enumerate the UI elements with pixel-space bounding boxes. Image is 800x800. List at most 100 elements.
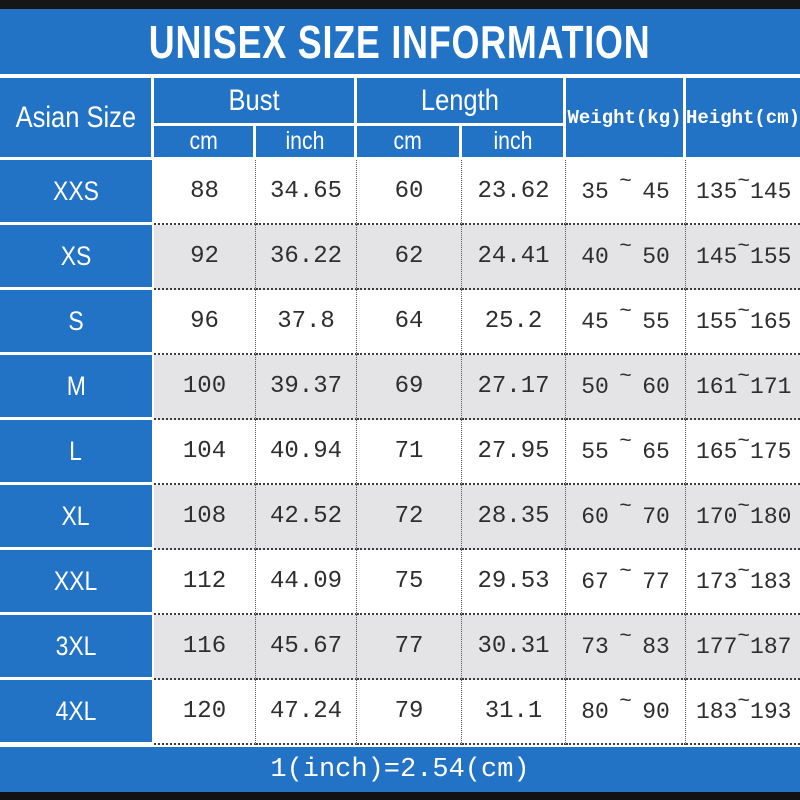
size-label: 3XL — [55, 630, 97, 661]
row-size-cell: 3XL — [0, 615, 154, 680]
size-table: Asian Size Bust Length Weight(kg) Height… — [0, 78, 800, 745]
height-range-cell: 173 ~183 — [686, 550, 800, 615]
length-inch-label: inch — [493, 127, 532, 155]
weight-range-cell: 35 ~45 — [566, 160, 686, 225]
row-size-cell: XXL — [0, 550, 154, 615]
range-min: 55 — [581, 438, 609, 465]
range-max: 165 — [750, 308, 792, 335]
row-size-cell: 4XL — [0, 680, 154, 745]
length-inch-cell: 30.31 — [462, 615, 566, 680]
bust-inch-cell: 45.67 — [256, 615, 357, 680]
bust-cm-cell: 120 — [154, 680, 256, 745]
length-cm-cell: 62 — [357, 225, 462, 290]
subheader-length-inch: inch — [462, 126, 566, 160]
size-label: XXL — [54, 565, 98, 596]
range-min: 67 — [581, 568, 609, 595]
length-cm-label: cm — [393, 127, 423, 155]
header-cell-length: Length — [357, 78, 566, 126]
length-cm-cell: 79 — [357, 680, 462, 745]
tilde-separator: ~ — [737, 496, 751, 519]
height-range-cell: 135 ~145 — [686, 160, 800, 225]
range-max: 180 — [750, 503, 792, 530]
length-cm-cell: 72 — [357, 485, 462, 550]
asian-size-label: Asian Size — [15, 100, 136, 134]
tilde-separator: ~ — [737, 171, 751, 194]
weight-range-cell: 60 ~70 — [566, 485, 686, 550]
bust-inch-label: inch — [285, 127, 325, 155]
row-size-cell: XXS — [0, 160, 154, 225]
range-min: 73 — [581, 633, 609, 660]
length-inch-cell: 23.62 — [462, 160, 566, 225]
row-size-cell: L — [0, 420, 154, 485]
range-max: 175 — [750, 438, 792, 465]
weight-range-cell: 80 ~90 — [566, 680, 686, 745]
range-min: 183 — [696, 698, 738, 725]
row-size-cell: M — [0, 355, 154, 420]
tilde-separator: ~ — [619, 496, 632, 519]
range-min: 60 — [581, 503, 609, 530]
subheader-bust-inch: inch — [256, 126, 357, 160]
bust-cm-cell: 88 — [154, 160, 256, 225]
length-inch-cell: 27.17 — [462, 355, 566, 420]
page-title: UNISEX SIZE INFORMATION — [149, 15, 651, 68]
range-min: 40 — [581, 243, 609, 270]
tilde-separator: ~ — [737, 691, 751, 714]
tilde-separator: ~ — [619, 366, 632, 389]
height-label: Height(cm) — [685, 106, 800, 129]
header-cell-asian-size: Asian Size — [0, 78, 154, 160]
bust-cm-label: cm — [189, 127, 218, 155]
range-min: 50 — [581, 373, 609, 400]
header-cell-weight: Weight(kg) — [566, 78, 686, 160]
range-min: 80 — [581, 698, 609, 725]
range-min: 170 — [696, 503, 738, 530]
range-max: 145 — [750, 178, 792, 205]
tilde-separator: ~ — [737, 561, 751, 584]
weight-range-cell: 45 ~55 — [566, 290, 686, 355]
length-label: Length — [420, 83, 499, 117]
range-max: 55 — [642, 308, 670, 335]
tilde-separator: ~ — [619, 561, 632, 584]
range-min: 173 — [696, 568, 738, 595]
range-max: 70 — [642, 503, 670, 530]
length-inch-cell: 27.95 — [462, 420, 566, 485]
tilde-separator: ~ — [619, 171, 632, 194]
tilde-separator: ~ — [737, 301, 751, 324]
bust-inch-cell: 42.52 — [256, 485, 357, 550]
tilde-separator: ~ — [737, 236, 751, 259]
height-range-cell: 145 ~155 — [686, 225, 800, 290]
tilde-separator: ~ — [737, 626, 751, 649]
height-range-cell: 177 ~187 — [686, 615, 800, 680]
bust-cm-cell: 100 — [154, 355, 256, 420]
title-divider — [0, 74, 800, 78]
size-label: XS — [60, 240, 92, 271]
subheader-bust-cm: cm — [154, 126, 256, 160]
length-cm-cell: 75 — [357, 550, 462, 615]
range-min: 161 — [696, 373, 738, 400]
length-inch-cell: 29.53 — [462, 550, 566, 615]
weight-range-cell: 40 ~50 — [566, 225, 686, 290]
bust-inch-cell: 37.8 — [256, 290, 357, 355]
size-label: XXS — [53, 175, 99, 206]
tilde-separator: ~ — [737, 366, 751, 389]
bust-cm-cell: 92 — [154, 225, 256, 290]
length-cm-cell: 77 — [357, 615, 462, 680]
size-label: M — [66, 370, 86, 401]
subheader-length-cm: cm — [357, 126, 462, 160]
length-cm-cell: 69 — [357, 355, 462, 420]
header-cell-bust: Bust — [154, 78, 357, 126]
range-min: 145 — [696, 243, 738, 270]
range-max: 155 — [750, 243, 792, 270]
range-min: 165 — [696, 438, 738, 465]
size-label: 4XL — [55, 695, 97, 726]
size-label: XL — [61, 500, 91, 531]
weight-range-cell: 50 ~60 — [566, 355, 686, 420]
top-black-bar — [0, 0, 800, 9]
tilde-separator: ~ — [619, 626, 632, 649]
height-range-cell: 155 ~165 — [686, 290, 800, 355]
row-size-cell: XL — [0, 485, 154, 550]
title-band: UNISEX SIZE INFORMATION — [0, 9, 800, 74]
range-max: 193 — [750, 698, 792, 725]
tilde-separator: ~ — [737, 431, 751, 454]
weight-label: Weight(kg) — [567, 106, 682, 129]
range-min: 35 — [581, 178, 609, 205]
